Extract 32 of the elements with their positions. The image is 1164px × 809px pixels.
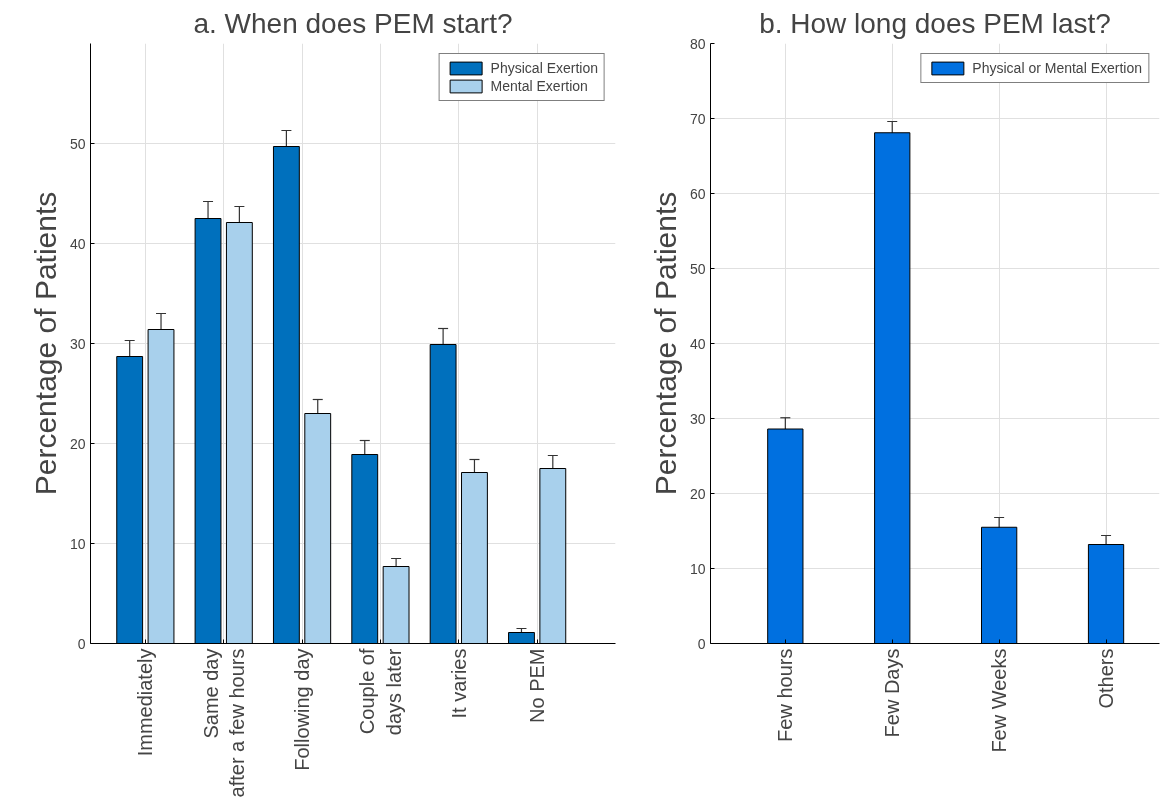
y-tick-label: 50: [689, 260, 706, 277]
x-tick-label: No PEM: [526, 648, 549, 723]
chart-title: b. How long does PEM last?: [759, 7, 1111, 39]
chart-title: a. When does PEM start?: [193, 7, 513, 39]
x-tick-label: Few Weeks: [988, 648, 1011, 753]
y-tick-label: 10: [69, 535, 86, 552]
y-axis-title: Percentage of Patients: [648, 191, 682, 496]
legend-label: Mental Exertion: [490, 78, 588, 94]
x-tick-label: Couple of days later: [356, 648, 405, 736]
y-tick-label: 0: [77, 635, 86, 652]
x-tick-label: Immediately: [134, 648, 157, 757]
y-tick-label: 70: [689, 110, 706, 127]
x-tick-label: Same day after a few hours: [199, 648, 248, 798]
y-tick-label: 30: [689, 410, 706, 427]
x-tick-label: Few Days: [881, 648, 904, 738]
x-tick-label: Others: [1095, 648, 1118, 709]
y-tick-label: 40: [69, 235, 86, 252]
x-tick-label: Few hours: [774, 648, 797, 742]
y-tick-label: 20: [689, 485, 706, 502]
y-tick-label: 80: [689, 35, 706, 52]
y-tick-label: 60: [689, 185, 706, 202]
y-tick-label: 0: [697, 635, 706, 652]
x-tick-label: It varies: [447, 648, 470, 719]
y-tick-label: 20: [69, 435, 86, 452]
y-tick-label: 30: [69, 335, 86, 352]
legend-label: Physical Exertion: [490, 60, 598, 76]
y-tick-label: 40: [689, 335, 706, 352]
x-tick-label: Following day: [291, 648, 314, 771]
y-tick-label: 50: [69, 135, 86, 152]
y-tick-label: 10: [689, 560, 706, 577]
y-axis-title: Percentage of Patients: [28, 191, 62, 496]
legend-label: Physical or Mental Exertion: [972, 60, 1142, 76]
